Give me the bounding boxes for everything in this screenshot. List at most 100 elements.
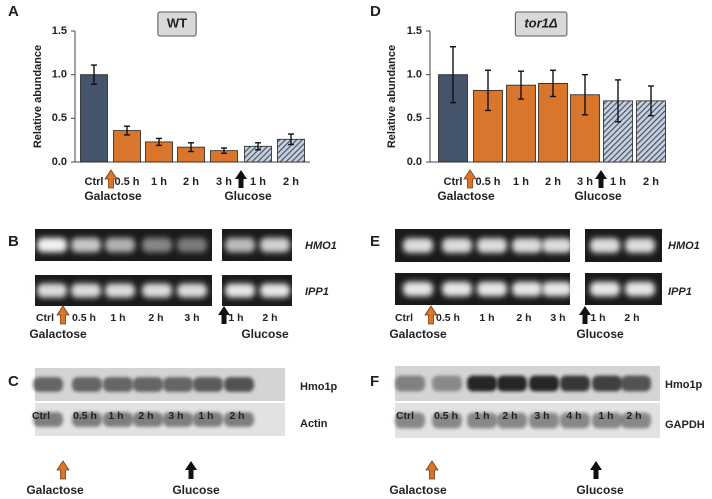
band: [193, 412, 223, 427]
y-tick-label: 0.5: [407, 112, 422, 124]
row-label: HMO1: [668, 240, 700, 252]
x-tick-label: 1 h: [513, 176, 529, 188]
error-bar: [648, 85, 654, 117]
x-tick-label: 2 h: [283, 176, 299, 188]
y-tick-label: 1.5: [407, 25, 422, 37]
band: [592, 375, 622, 392]
band: [224, 412, 254, 427]
lane-label: 3 h: [534, 410, 549, 422]
lane-label: 2 h: [148, 312, 163, 324]
band: [403, 281, 433, 297]
band: [529, 412, 559, 429]
x-tick-label: Ctrl: [85, 176, 104, 188]
band: [395, 375, 425, 392]
band: [497, 412, 527, 429]
band: [625, 238, 655, 253]
panel-label: D: [370, 3, 381, 20]
y-tick-label: 0.5: [52, 112, 67, 124]
band: [260, 237, 290, 253]
lane-label: 0.5 h: [436, 312, 460, 324]
error-bar: [91, 64, 97, 85]
band: [590, 238, 620, 253]
x-tick-label: 0.5 h: [475, 176, 500, 188]
band: [72, 412, 102, 427]
band: [542, 238, 572, 253]
band: [177, 283, 207, 298]
lane-label: 2 h: [138, 410, 153, 422]
row-label: Hmo1p: [300, 381, 338, 393]
band: [163, 412, 193, 427]
error-bar: [188, 142, 194, 153]
x-tick-label: 2 h: [183, 176, 199, 188]
x-tick-label: 1 h: [151, 176, 167, 188]
lane-label: 1 h: [108, 410, 123, 422]
title-box: [157, 11, 197, 37]
row-label: IPP1: [305, 286, 329, 298]
row-label: Actin: [300, 418, 328, 430]
x-tick-label: 3 h: [577, 176, 593, 188]
band: [442, 281, 472, 297]
x-tick-label: 2 h: [643, 176, 659, 188]
arrow: [590, 461, 602, 479]
band: [467, 412, 497, 429]
band: [103, 377, 133, 392]
lane-label: 0.5 h: [72, 312, 96, 324]
error-bar: [485, 69, 491, 112]
row-label: IPP1: [668, 286, 692, 298]
band: [71, 237, 101, 253]
band: [37, 237, 67, 253]
panel-label: B: [8, 233, 19, 250]
arrow: [463, 169, 477, 189]
group-label: Glucose: [576, 483, 624, 497]
row-label: HMO1: [305, 240, 337, 252]
lane-label: Ctrl: [395, 312, 413, 324]
chart-title: tor1Δ: [524, 15, 558, 30]
lane-label: 2 h: [626, 410, 641, 422]
band: [529, 375, 559, 392]
error-bar: [255, 142, 261, 151]
band: [403, 238, 433, 253]
error-bar: [156, 137, 162, 147]
lane-label: 4 h: [566, 410, 581, 422]
band: [163, 377, 193, 392]
y-axis-label: Relative abundance: [386, 45, 398, 148]
lane-label: 2 h: [516, 312, 531, 324]
lane-label: Ctrl: [36, 312, 54, 324]
y-tick-label: 1.0: [52, 69, 67, 81]
band: [142, 283, 172, 298]
arrow: [56, 460, 70, 480]
band: [33, 412, 63, 427]
band: [193, 377, 223, 392]
lane-label: 3 h: [168, 410, 183, 422]
lane-label: 2 h: [624, 312, 639, 324]
lane-label: 0.5 h: [73, 410, 97, 422]
band: [37, 283, 67, 298]
lane-label: 1 h: [479, 312, 494, 324]
lane-label: Ctrl: [396, 410, 414, 422]
y-tick-label: 1.5: [52, 25, 67, 37]
lane-label: 1 h: [198, 410, 213, 422]
group-label: Glucose: [576, 327, 624, 341]
arrow: [56, 305, 70, 325]
lane-label: 1 h: [598, 410, 613, 422]
group-label: Galactose: [29, 327, 87, 341]
row-label: Hmo1p: [665, 379, 703, 391]
band: [590, 281, 620, 297]
lane-label: 3 h: [550, 312, 565, 324]
lane-label: 2 h: [229, 410, 244, 422]
band: [512, 238, 542, 253]
group-label: Glucose: [224, 189, 272, 203]
band: [142, 237, 172, 253]
panel-label: E: [370, 233, 380, 250]
y-tick-label: 0.0: [407, 156, 422, 168]
band: [33, 377, 63, 392]
group-label: Galactose: [389, 327, 447, 341]
band: [225, 237, 255, 253]
arrow: [235, 170, 247, 188]
error-bar: [288, 133, 294, 146]
band: [621, 375, 651, 392]
panel-label: A: [8, 3, 19, 20]
error-bar: [221, 147, 227, 154]
y-axis-label: Relative abundance: [32, 45, 44, 148]
band: [442, 238, 472, 253]
